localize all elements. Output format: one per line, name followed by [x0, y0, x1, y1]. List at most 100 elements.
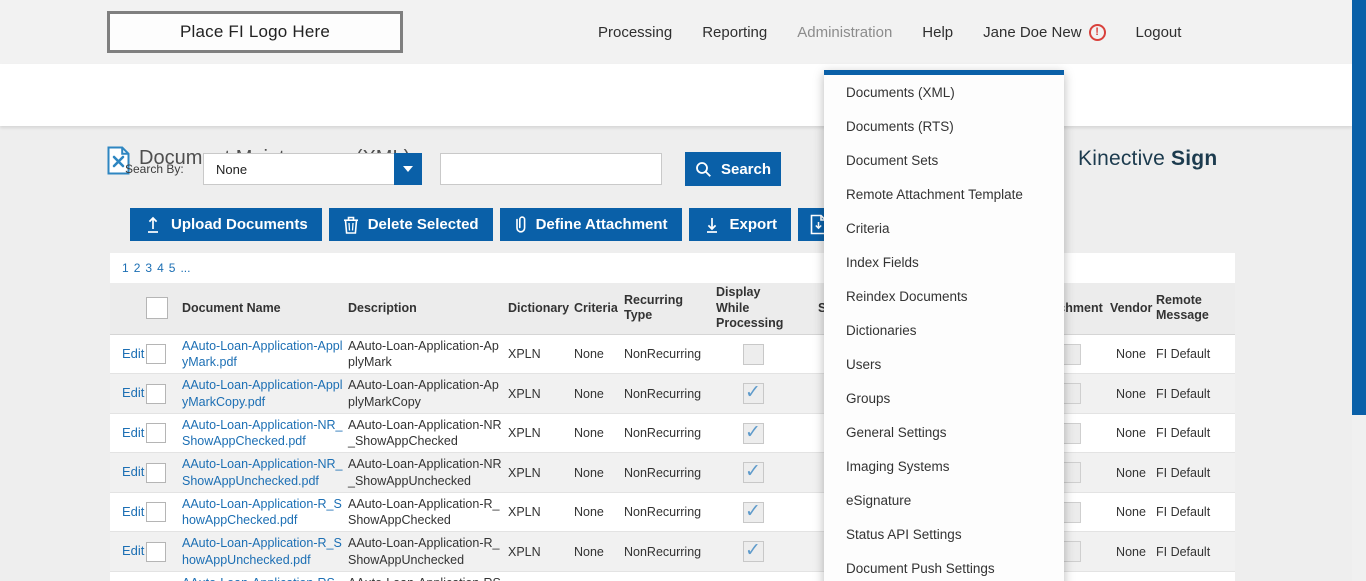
select-arrow-button[interactable]: [394, 153, 422, 185]
menu-item-users[interactable]: Users: [846, 356, 882, 372]
fi-logo-text: Place FI Logo Here: [179, 22, 331, 41]
recurring-type-cell: NonRecurring: [624, 531, 716, 572]
row-checkbox[interactable]: [146, 462, 166, 483]
remote-message-cell: FI Default: [1156, 492, 1235, 533]
upload-icon: [144, 216, 162, 234]
menu-item-groups[interactable]: Groups: [846, 390, 891, 406]
button-label: Delete Selected: [367, 216, 479, 233]
display-checkbox[interactable]: ✓: [742, 461, 764, 484]
page-link-...[interactable]: ...: [180, 261, 191, 275]
dictionary-cell: XPLN: [508, 413, 574, 454]
search-icon: [695, 161, 712, 178]
define-attachment-button[interactable]: Define Attachment: [499, 208, 682, 241]
edit-link[interactable]: Edit: [122, 424, 145, 440]
display-checkbox[interactable]: ✓: [742, 422, 764, 444]
brand-bold: Sign: [1171, 147, 1218, 170]
description-cell: AAuto-Loan-Application-ApplyMarkCopy: [348, 373, 508, 414]
edit-cell: Edit: [110, 334, 146, 375]
display-checkbox[interactable]: [742, 343, 764, 365]
display-while-processing-cell: ✓: [716, 492, 794, 533]
table-row: Edit AAuto-Loan-Application-ApplyMark.pdf…: [110, 334, 1235, 375]
select-cell: [146, 492, 182, 533]
table-row: Edit AAuto-Loan-Application-NR_ShowAppChe…: [110, 413, 1235, 454]
page-link-1[interactable]: 1: [122, 261, 129, 275]
row-checkbox[interactable]: [146, 383, 166, 404]
edit-link[interactable]: Edit: [122, 385, 145, 401]
display-while-processing-cell: ✓: [716, 452, 794, 493]
row-checkbox[interactable]: [146, 541, 166, 562]
menu-item-documents-xml-[interactable]: Documents (XML): [846, 84, 955, 100]
select-all-checkbox[interactable]: [146, 297, 168, 320]
menu-item-esignature[interactable]: eSignature: [846, 492, 912, 508]
document-name-cell[interactable]: AAuto-Loan-Application-ApplyMarkCopy.pdf: [182, 373, 348, 414]
nav-item-reporting[interactable]: Reporting: [702, 24, 767, 41]
vendor-cell: None: [1110, 334, 1156, 375]
menu-item-remote-attachment-template[interactable]: Remote Attachment Template: [846, 186, 1023, 202]
nav-item-administration[interactable]: Administration: [797, 24, 892, 41]
menu-item-general-settings[interactable]: General Settings: [846, 424, 947, 440]
description-cell: AAuto-Loan-Application-NR_ShowAppChecked: [348, 413, 508, 454]
search-button[interactable]: Search: [685, 152, 781, 186]
display-while-processing-cell: ✓: [716, 413, 794, 454]
edit-link[interactable]: Edit: [122, 345, 145, 361]
document-name-cell[interactable]: AAuto-Loan-Application-NR_ShowAppChecked…: [182, 413, 348, 454]
page-link-2[interactable]: 2: [133, 261, 141, 275]
header-description: Description: [348, 283, 508, 335]
nav-item-jane-doe-new[interactable]: Jane Doe New!: [983, 23, 1106, 41]
document-name-cell[interactable]: AAuto-Loan-Application-NR_ShowAppUncheck…: [182, 452, 348, 493]
row-checkbox[interactable]: [146, 423, 166, 444]
edit-link[interactable]: Edit: [122, 543, 145, 559]
menu-item-document-sets[interactable]: Document Sets: [846, 152, 939, 168]
button-label: Define Attachment: [535, 216, 668, 233]
pagination: 1 2 3 4 5...: [110, 253, 1235, 283]
menu-item-documents-rts-[interactable]: Documents (RTS): [846, 118, 954, 134]
menu-item-imaging-systems[interactable]: Imaging Systems: [846, 458, 950, 474]
description-cell: AAuto-Loan-Application-R_ShowAppChecked: [348, 492, 508, 533]
check-icon: ✓: [745, 461, 761, 483]
nav-item-help[interactable]: Help: [922, 24, 953, 41]
nav-item-label: Jane Doe New: [983, 23, 1082, 41]
document-name-cell[interactable]: AAuto-Loan-Application-RS-AFD731-test.pd…: [182, 571, 348, 581]
menu-item-dictionaries[interactable]: Dictionaries: [846, 322, 917, 338]
export-button[interactable]: Export: [688, 208, 792, 241]
row-checkbox[interactable]: [146, 344, 166, 365]
menu-item-document-push-settings[interactable]: Document Push Settings: [846, 560, 995, 576]
menu-item-status-api-settings[interactable]: Status API Settings: [846, 526, 962, 542]
menu-item-index-fields[interactable]: Index Fields: [846, 254, 919, 270]
delete-selected-button[interactable]: Delete Selected: [328, 208, 493, 241]
display-checkbox[interactable]: ✓: [742, 501, 764, 523]
edit-cell: Edit: [110, 571, 146, 581]
dictionary-cell: XPLN: [508, 571, 574, 581]
recurring-type-cell: NonRecurring: [624, 571, 716, 581]
menu-item-reindex-documents[interactable]: Reindex Documents: [846, 288, 968, 304]
select-cell: [146, 373, 182, 414]
nav-item-processing[interactable]: Processing: [598, 24, 672, 41]
vendor-cell: None: [1110, 492, 1156, 533]
upload-documents-button[interactable]: Upload Documents: [130, 208, 322, 241]
page-link-3[interactable]: 3: [145, 261, 153, 275]
display-checkbox[interactable]: ✓: [742, 541, 764, 563]
row-checkbox[interactable]: [146, 502, 166, 523]
vendor-cell: None: [1110, 373, 1156, 414]
dictionary-cell: XPLN: [508, 452, 574, 493]
page-link-4[interactable]: 4: [157, 261, 164, 275]
vendor-cell: None: [1110, 452, 1156, 493]
scrollbar-thumb[interactable]: [1352, 0, 1366, 415]
menu-item-criteria[interactable]: Criteria: [846, 220, 890, 236]
document-name-cell[interactable]: AAuto-Loan-Application-ApplyMark.pdf: [182, 334, 348, 375]
search-by-select[interactable]: None: [203, 153, 422, 185]
criteria-cell: None: [574, 571, 624, 581]
edit-cell: Edit: [110, 492, 146, 533]
document-name-cell[interactable]: AAuto-Loan-Application-R_ShowAppUnchecke…: [182, 531, 348, 572]
page-link-5[interactable]: 5: [168, 261, 176, 275]
edit-link[interactable]: Edit: [122, 464, 145, 480]
search-input[interactable]: [440, 153, 662, 185]
recurring-type-cell: NonRecurring: [624, 334, 716, 375]
vertical-scrollbar[interactable]: [1352, 0, 1366, 581]
display-checkbox[interactable]: ✓: [742, 383, 764, 405]
edit-link[interactable]: Edit: [122, 503, 145, 519]
document-name-cell[interactable]: AAuto-Loan-Application-R_ShowAppChecked.…: [182, 492, 348, 533]
edit-cell: Edit: [110, 413, 146, 454]
nav-item-logout[interactable]: Logout: [1136, 24, 1182, 41]
